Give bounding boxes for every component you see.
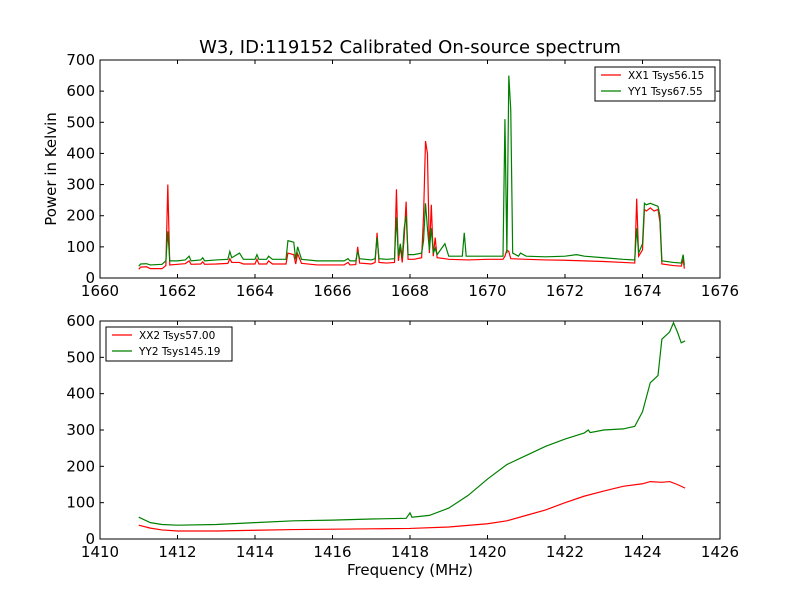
x-tick-label: 1424 [623, 543, 661, 561]
x-tick-label: 1410 [81, 543, 119, 561]
x-tick-label: 1672 [546, 282, 584, 300]
legend-box [594, 66, 716, 102]
legend-box [105, 326, 233, 362]
x-tick-label: 1670 [468, 282, 506, 300]
x-tick-label: 1414 [236, 543, 274, 561]
y-tick-label: 400 [66, 385, 95, 403]
y-tick-label: 300 [66, 421, 95, 439]
y-tick-label: 500 [66, 113, 95, 131]
x-tick-label: 1420 [468, 543, 506, 561]
x-tick-label: 1416 [313, 543, 351, 561]
legend: XX1 Tsys56.15 YY1 Tsys67.55 [594, 66, 716, 102]
legend-label: XX1 Tsys56.15 [628, 70, 704, 82]
y-tick-label: 400 [66, 144, 95, 162]
figure-title: W3, ID:119152 Calibrated On-source spect… [199, 37, 621, 58]
x-tick-label: 1422 [546, 543, 584, 561]
chart-1: 1660 1662 1664 1666 1668 1670 1672 1674 1676 0 100… [42, 51, 739, 300]
x-tick-label: 1666 [313, 282, 351, 300]
x-tick-label: 1668 [391, 282, 429, 300]
y-tick-label: 100 [66, 494, 95, 512]
legend-label: YY1 Tsys67.55 [627, 86, 703, 98]
x-tick-label: 1674 [623, 282, 661, 300]
series-line-1-1 [138, 140, 685, 270]
x-axis-label: Frequency (MHz) [347, 561, 473, 579]
x-tick-label: 1426 [701, 543, 739, 561]
y-tick-label: 600 [66, 312, 95, 330]
y-tick-label: 0 [85, 269, 95, 287]
legend: XX2 Tsys57.00 YY2 Tsys145.19 [105, 326, 233, 362]
y-tick-label: 500 [66, 348, 95, 366]
series-line-1-2 [138, 75, 685, 267]
legend-label: XX2 Tsys57.00 [139, 330, 215, 342]
y-tick-label: 300 [66, 176, 95, 194]
y-tick-label: 700 [66, 51, 95, 69]
x-tick-label: 1418 [391, 543, 429, 561]
x-tick-label: 1412 [158, 543, 196, 561]
x-tick-label: 1676 [701, 282, 739, 300]
series-line-2-1 [138, 480, 686, 532]
x-tick-label: 1660 [81, 282, 119, 300]
chart-2: 1410 1412 1414 1416 1418 1420 1422 1424 1426 0 100… [66, 312, 739, 579]
y-tick-label: 200 [66, 207, 95, 225]
y-tick-label: 100 [66, 238, 95, 256]
series-line-2-2 [138, 321, 686, 526]
y-tick-label: 0 [85, 530, 95, 548]
x-tick-label: 1664 [236, 282, 274, 300]
y-axis-label: Power in Kelvin [42, 112, 60, 226]
y-tick-label: 200 [66, 457, 95, 475]
legend-label: YY2 Tsys145.19 [138, 346, 220, 358]
x-tick-label: 1662 [158, 282, 196, 300]
y-tick-label: 600 [66, 82, 95, 100]
